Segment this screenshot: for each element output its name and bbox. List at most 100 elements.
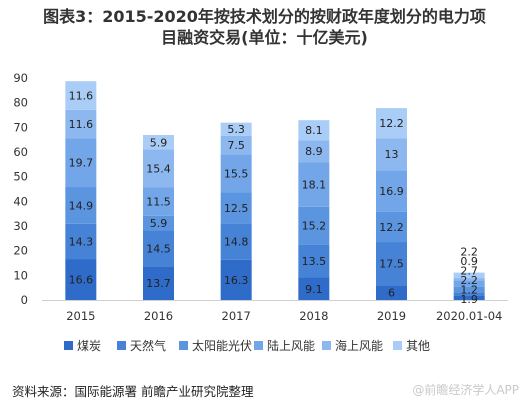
- legend-label: 煤炭: [77, 339, 101, 353]
- legend-swatch: [64, 341, 73, 350]
- data-label: 1.9: [460, 293, 478, 306]
- data-label: 15.4: [146, 163, 171, 176]
- bar-segment: [453, 278, 485, 281]
- data-label: 5.9: [150, 217, 168, 230]
- bar-segment: [376, 170, 407, 212]
- legend-label: 其他: [406, 339, 430, 353]
- data-label: 11.6: [69, 90, 94, 103]
- chart-title: 图表3：2015-2020年按技术划分的按财政年度划分的电力项 目融资交易(单位…: [0, 6, 529, 48]
- x-tick-label: 2020.01-04: [436, 309, 502, 323]
- data-label: 18.1: [302, 178, 327, 191]
- x-tick-label: 2015: [66, 309, 95, 323]
- y-tick-label: 80: [13, 96, 28, 110]
- bar-segment: [220, 154, 252, 193]
- bar-segment: [298, 244, 330, 278]
- data-label: 16.6: [69, 274, 94, 287]
- data-label: 14.9: [69, 199, 94, 212]
- data-label: 13.7: [146, 277, 171, 290]
- data-label: 12.2: [379, 221, 404, 234]
- bar-segment: [65, 259, 97, 300]
- data-label: 13: [385, 148, 399, 161]
- data-label: 15.5: [224, 167, 249, 180]
- legend-swatch: [322, 341, 331, 350]
- bar-segment: [65, 187, 97, 224]
- data-label: 14.5: [146, 242, 171, 255]
- legend-label: 太阳能光伏: [192, 338, 252, 353]
- bar-segment: [453, 295, 485, 300]
- legend-swatch: [179, 341, 188, 350]
- bar-segment: [220, 192, 252, 224]
- data-label: 2.2: [460, 246, 478, 259]
- data-label: 9.1: [305, 283, 323, 296]
- bar-segment: [298, 162, 330, 207]
- data-label: 12.2: [379, 117, 404, 130]
- stacked-bar-chart: 0 10 20 30 40 50 60 70 80 90 16.6 14.3 14.9 19.7 11.6 1…: [13, 71, 508, 353]
- y-tick-label: 0: [21, 293, 28, 307]
- y-tick-label: 20: [13, 244, 28, 258]
- data-label: 13.5: [302, 255, 327, 268]
- data-label: 12.5: [224, 202, 249, 215]
- legend-swatch: [117, 341, 126, 350]
- bar-segment: [143, 187, 174, 216]
- bar-segment: [220, 259, 252, 300]
- bar-segment: [453, 272, 485, 279]
- data-label: 16.3: [224, 274, 249, 287]
- data-label: 6: [388, 287, 395, 300]
- data-label: 0.9: [460, 255, 478, 268]
- bar-segment: [298, 120, 330, 141]
- bar-segment: [298, 140, 330, 163]
- data-label: 19.7: [69, 157, 94, 170]
- legend-swatch: [393, 341, 402, 350]
- bar-segment: [65, 223, 97, 260]
- legend-label: 海上风能: [335, 338, 383, 353]
- bar-segment: [453, 286, 485, 293]
- data-label: 16.9: [379, 185, 404, 198]
- bar-segment: [65, 81, 97, 110]
- data-label: 8.1: [305, 124, 323, 137]
- data-label: 11.5: [146, 196, 171, 209]
- bar-segment: [376, 242, 407, 286]
- y-tick-label: 30: [13, 219, 28, 233]
- x-tick-label: 2019: [377, 309, 406, 323]
- y-tick-label: 60: [13, 145, 28, 159]
- bar-segment: [65, 109, 97, 139]
- bar-segment: [220, 223, 252, 260]
- y-tick-label: 10: [13, 268, 28, 282]
- x-tick-label: 2017: [222, 309, 251, 323]
- data-label: 2.7: [460, 265, 478, 278]
- title-line-1: 图表3：2015-2020年按技术划分的按财政年度划分的电力项: [43, 7, 486, 26]
- data-label: 15.2: [302, 220, 327, 233]
- data-label: 11.6: [69, 118, 94, 131]
- bar-segment: [298, 206, 330, 245]
- bar-segment: [376, 285, 407, 300]
- x-tick-label: 2016: [144, 309, 173, 323]
- bar-segment: [376, 138, 407, 171]
- bar-segment: [453, 280, 485, 287]
- data-label: 14.3: [69, 235, 94, 248]
- title-line-2: 目融资交易(单位：十亿美元): [161, 28, 368, 47]
- data-label: 8.9: [305, 145, 323, 158]
- bar-segment: [453, 292, 485, 296]
- data-label: 17.5: [379, 258, 404, 271]
- bar-segment: [65, 138, 97, 188]
- legend-label: 陆上风能: [267, 338, 315, 353]
- bar-segment: [143, 266, 174, 300]
- source-note: 资料来源：国际能源署 前瞻产业研究院整理: [12, 384, 254, 399]
- y-tick-label: 50: [13, 170, 28, 184]
- data-label: 1.2: [460, 284, 478, 297]
- bar-segment: [298, 277, 330, 300]
- data-label: 5.3: [227, 123, 245, 136]
- data-label: 7.5: [227, 139, 245, 152]
- watermark: @前瞻经济学人APP: [412, 383, 519, 397]
- bar-segment: [143, 149, 174, 188]
- bar-segment: [143, 215, 174, 231]
- bar-segment: [143, 134, 174, 150]
- data-label: 2.2: [460, 274, 478, 287]
- bar-segment: [220, 122, 252, 136]
- legend-swatch: [254, 341, 263, 350]
- bar-segment: [376, 108, 407, 139]
- bar-segment: [143, 230, 174, 267]
- y-tick-label: 70: [13, 120, 28, 134]
- legend-label: 天然气: [130, 338, 166, 353]
- y-tick-label: 90: [13, 71, 28, 85]
